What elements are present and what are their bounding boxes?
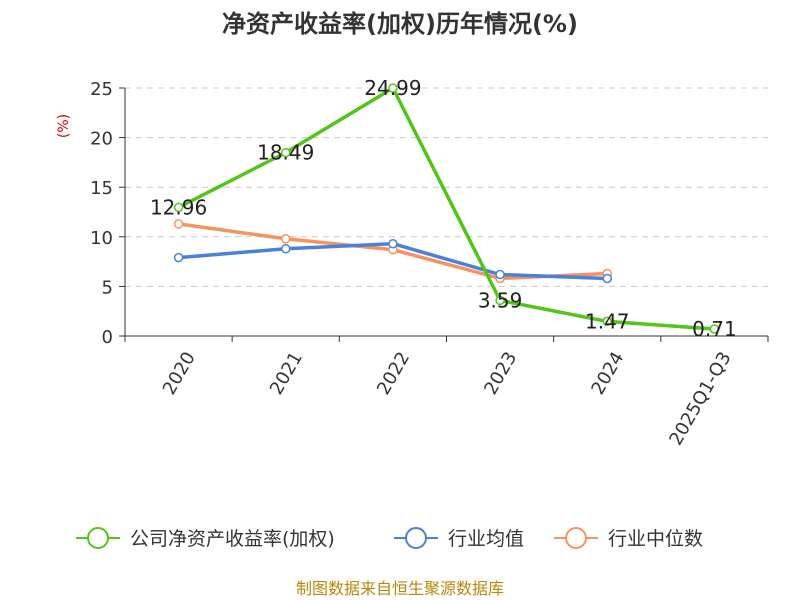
x-tick-label: 2024 bbox=[587, 348, 628, 398]
x-tick-label: 2020 bbox=[159, 348, 200, 398]
series-point bbox=[709, 324, 720, 334]
y-tick-label: 15 bbox=[90, 178, 113, 199]
data-label: 0.71 bbox=[692, 317, 737, 341]
legend: 公司净资产收益率(加权) 行业均值 行业中位数 bbox=[76, 527, 703, 550]
x-tick-label: 2023 bbox=[480, 348, 521, 398]
x-tick-label: 2022 bbox=[373, 348, 414, 398]
y-tick-label: 0 bbox=[102, 327, 113, 348]
data-labels: 12.96 18.49 24.99 3.59 1.47 0.71 bbox=[150, 76, 737, 341]
series-point bbox=[495, 295, 505, 306]
y-tick-label: 25 bbox=[90, 79, 113, 100]
series-layer bbox=[173, 83, 720, 334]
legend-item[interactable]: 行业中位数 bbox=[554, 527, 703, 550]
source-note: 制图数据来自恒生聚源数据库 bbox=[296, 579, 504, 598]
series-point bbox=[173, 219, 184, 229]
y-tick-label: 5 bbox=[102, 277, 113, 298]
legend-label: 公司净资产收益率(加权) bbox=[130, 528, 335, 550]
series-point bbox=[281, 147, 291, 158]
legend-item[interactable]: 行业均值 bbox=[394, 527, 524, 550]
series-point bbox=[602, 316, 612, 327]
series-point bbox=[495, 269, 505, 280]
x-tick-label: 2025Q1-Q3 bbox=[665, 348, 735, 449]
y-tick-label: 20 bbox=[90, 129, 113, 150]
data-label: 24.99 bbox=[364, 76, 421, 100]
legend-label: 行业中位数 bbox=[608, 528, 703, 550]
series-point bbox=[281, 243, 291, 254]
x-tick-label: 2021 bbox=[266, 348, 307, 398]
series-point bbox=[602, 273, 612, 284]
legend-item[interactable]: 公司净资产收益率(加权) bbox=[76, 527, 335, 550]
data-label: 18.49 bbox=[257, 141, 314, 165]
data-label: 3.59 bbox=[478, 288, 523, 312]
series-point bbox=[173, 202, 184, 213]
y-tick-label: 10 bbox=[90, 228, 113, 249]
legend-swatch-marker bbox=[405, 527, 427, 549]
data-label: 12.96 bbox=[150, 195, 207, 219]
axes: 0 5 10 15 20 25 2020 2021 2022 2023 2024 2025Q1-Q3 bbox=[90, 79, 769, 449]
y-axis-unit: (%) bbox=[56, 114, 72, 138]
legend-label: 行业均值 bbox=[448, 528, 524, 550]
series-point bbox=[388, 83, 398, 93]
series-line bbox=[177, 86, 715, 331]
series-point bbox=[281, 234, 291, 244]
chart-title: 净资产收益率(加权)历年情况(%) bbox=[222, 10, 578, 38]
series-point bbox=[388, 238, 398, 249]
grid-lines bbox=[125, 87, 768, 287]
legend-swatch-marker bbox=[565, 527, 587, 549]
series-point bbox=[173, 252, 184, 263]
legend-swatch-marker bbox=[87, 527, 109, 549]
data-label: 1.47 bbox=[585, 309, 630, 333]
